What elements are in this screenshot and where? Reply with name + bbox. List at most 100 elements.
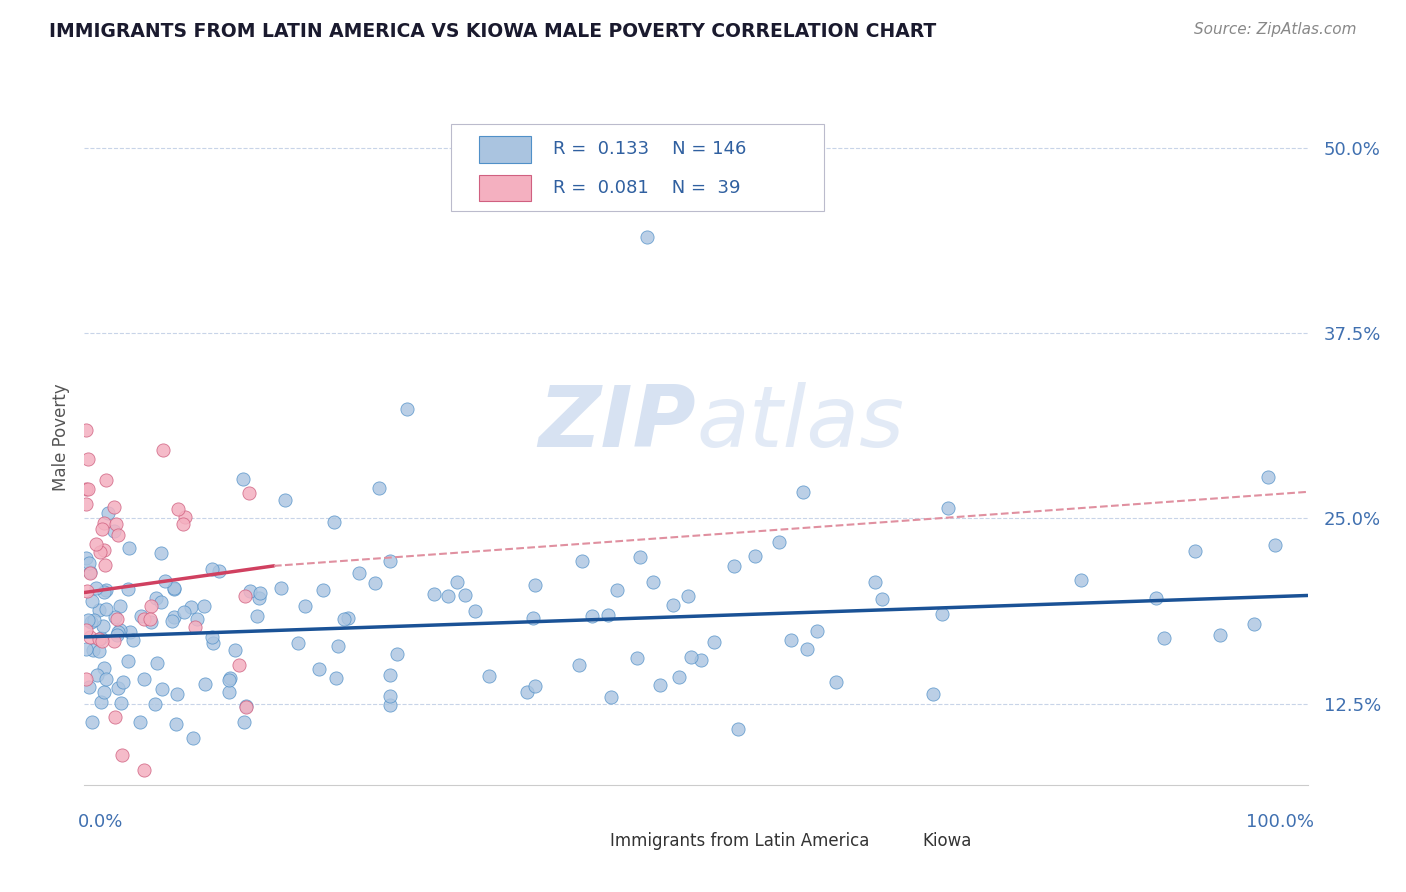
Point [129,608,152,623]
Point [86,667,108,681]
Point [76,584,98,599]
Point [936,501,959,516]
Point [202,636,225,650]
Point [247,591,270,605]
Point [183,620,205,634]
Point [1144,591,1167,605]
Point [163,610,186,624]
Point [165,717,187,731]
Point [166,687,188,701]
Point [194,677,217,691]
Point [454,588,477,602]
Point [77,680,100,694]
Point [568,657,591,672]
Point [233,715,256,730]
Point [1184,544,1206,558]
Point [522,611,544,625]
Point [94,558,117,573]
Point [208,565,231,579]
Point [79,630,101,644]
Text: Source: ZipAtlas.com: Source: ZipAtlas.com [1194,22,1357,37]
Point [668,670,690,684]
Point [173,605,195,619]
Point [689,652,711,666]
Point [94,602,117,616]
Point [380,689,402,703]
Point [132,612,155,626]
Point [89,545,111,559]
Point [662,598,685,612]
Point [806,624,828,638]
Point [93,542,115,557]
Point [84,537,107,551]
Point [235,589,257,603]
Point [723,559,745,574]
Point [80,594,103,608]
Point [118,541,141,556]
Bar [479,136,531,162]
Point [87,632,110,646]
Point [395,402,418,417]
Point [200,562,222,576]
Point [727,722,749,736]
Point [105,628,128,642]
Point [308,662,330,676]
Point [132,672,155,686]
Point [143,697,166,711]
Point [166,502,188,516]
FancyBboxPatch shape [451,124,824,211]
Point [108,623,131,637]
Point [180,599,202,614]
Point [75,482,97,496]
Point [93,585,115,599]
Point [75,642,97,657]
Point [160,614,183,628]
Point [478,669,501,683]
Point [75,423,97,437]
Point [201,630,224,644]
Point [347,566,370,581]
Point [90,695,112,709]
Point [1257,470,1279,484]
Point [921,687,943,701]
Point [105,612,128,626]
Point [89,644,111,658]
Point [626,651,648,665]
Point [364,576,387,591]
Point [103,524,125,538]
Point [93,685,115,699]
Text: IMMIGRANTS FROM LATIN AMERICA VS KIOWA MALE POVERTY CORRELATION CHART: IMMIGRANTS FROM LATIN AMERICA VS KIOWA M… [49,22,936,41]
Point [1070,574,1092,588]
Point [150,595,173,609]
Point [606,582,628,597]
Point [628,549,651,564]
Point [380,698,402,713]
Point [464,605,486,619]
Point [599,690,621,704]
Point [380,667,402,681]
Point [128,715,150,730]
Point [385,647,408,661]
Point [326,639,349,653]
Point [218,685,240,699]
Point [107,528,129,542]
Point [173,509,195,524]
Point [186,612,208,626]
Point [93,516,115,531]
Point [636,230,658,244]
Point [97,506,120,520]
Text: ZIP: ZIP [538,382,696,465]
Point [86,582,108,596]
Point [75,550,97,565]
Point [523,578,546,592]
Point [90,522,112,536]
Point [110,696,132,710]
Point [270,581,292,595]
Point [104,710,127,724]
Text: Kiowa: Kiowa [922,832,972,850]
Point [792,485,814,500]
Point [75,623,97,637]
Point [93,661,115,675]
Point [681,650,703,665]
Point [368,482,391,496]
